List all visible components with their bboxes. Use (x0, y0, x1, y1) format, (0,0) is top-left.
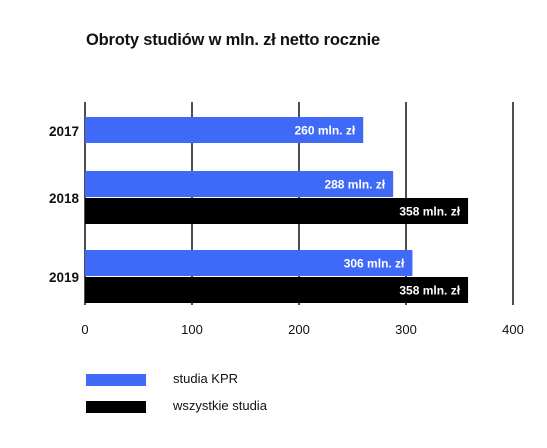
bar-wszystkie-studia-2019 (85, 277, 469, 303)
x-tick-label-300: 300 (395, 322, 417, 337)
data-label-studia-KPR-2019: 306 mln. zł (344, 257, 405, 271)
bar-studia-KPR-2018 (85, 171, 394, 197)
legend-swatch-wszystkie-studia (86, 401, 146, 413)
x-tick-label-400: 400 (502, 322, 524, 337)
legend-label-wszystkie-studia: wszystkie studia (173, 398, 267, 413)
x-tick-label-0: 0 (81, 322, 88, 337)
bar-studia-KPR-2019 (85, 250, 413, 276)
chart-title: Obroty studiów w mln. zł netto rocznie (86, 31, 380, 49)
category-label-2017: 2017 (49, 124, 79, 139)
data-label-studia-KPR-2017: 260 mln. zł (294, 124, 355, 138)
legend-swatch-studia-kpr (86, 374, 146, 386)
data-label-studia-KPR-2018: 288 mln. zł (324, 178, 385, 192)
x-tick-label-100: 100 (181, 322, 203, 337)
data-label-wszystkie-studia-2018: 358 mln. zł (399, 205, 460, 219)
bar-wszystkie-studia-2018 (85, 198, 469, 224)
legend-label-studia-kpr: studia KPR (173, 371, 239, 386)
category-label-2019: 2019 (49, 270, 79, 285)
category-label-2018: 2018 (49, 191, 80, 206)
data-label-wszystkie-studia-2019: 358 mln. zł (399, 284, 460, 298)
x-tick-label-200: 200 (288, 322, 310, 337)
bar-studia-KPR-2017 (85, 117, 364, 143)
